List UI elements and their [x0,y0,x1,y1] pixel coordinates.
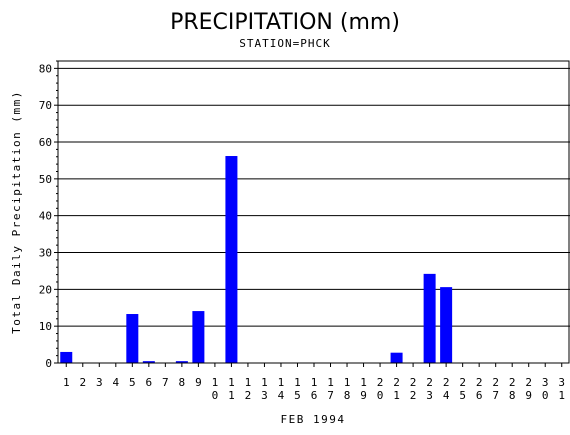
bar-day-6 [142,361,155,363]
x-tick-label: 7 [162,376,169,389]
bar-day-21 [390,352,403,363]
x-tick-label: 1 [63,376,70,389]
y-tick-label: 70 [39,99,52,112]
x-axis-label: FEB 1994 [281,413,346,426]
y-tick-label: 80 [39,62,52,75]
bar-day-5 [126,314,139,363]
bar-day-23 [423,273,436,363]
y-tick-label: 20 [39,283,52,296]
bar-day-1 [60,351,73,363]
y-tick-label: 40 [39,210,52,223]
x-tick-label: 8 [179,376,186,389]
chart-subtitle: STATION=PHCK [239,37,330,50]
x-tick-label: 9 [195,376,202,389]
y-tick-label: 60 [39,136,52,149]
y-axis-label: Total Daily Precipitation (mm) [10,90,23,334]
x-tick-label: 2 [79,376,86,389]
x-tick-labels: 1 2 3 4 5 6 7 8 9 1 01 11 21 31 41 51 61 71 81 92 02 12 22 32 42… [63,376,565,402]
bars [60,156,453,363]
bar-day-24 [440,287,453,363]
x-tick-label: 4 [112,376,119,389]
y-tick-labels: 0 10 20 30 40 50 60 70 80 [39,62,52,370]
x-tick-label: 6 [146,376,153,389]
bar-day-9 [192,311,205,363]
grid-lines [58,67,570,327]
x-tick-label: 5 [129,376,136,389]
bar-day-8 [175,361,188,363]
y-tick-label: 50 [39,173,52,186]
axes [54,60,570,367]
bar-day-11 [225,156,238,363]
y-tick-label: 10 [39,320,52,333]
y-tick-label: 30 [39,247,52,260]
x-tick-label: 3 [96,376,103,389]
y-tick-label: 0 [45,357,52,370]
chart-title: PRECIPITATION (mm) [170,10,400,35]
